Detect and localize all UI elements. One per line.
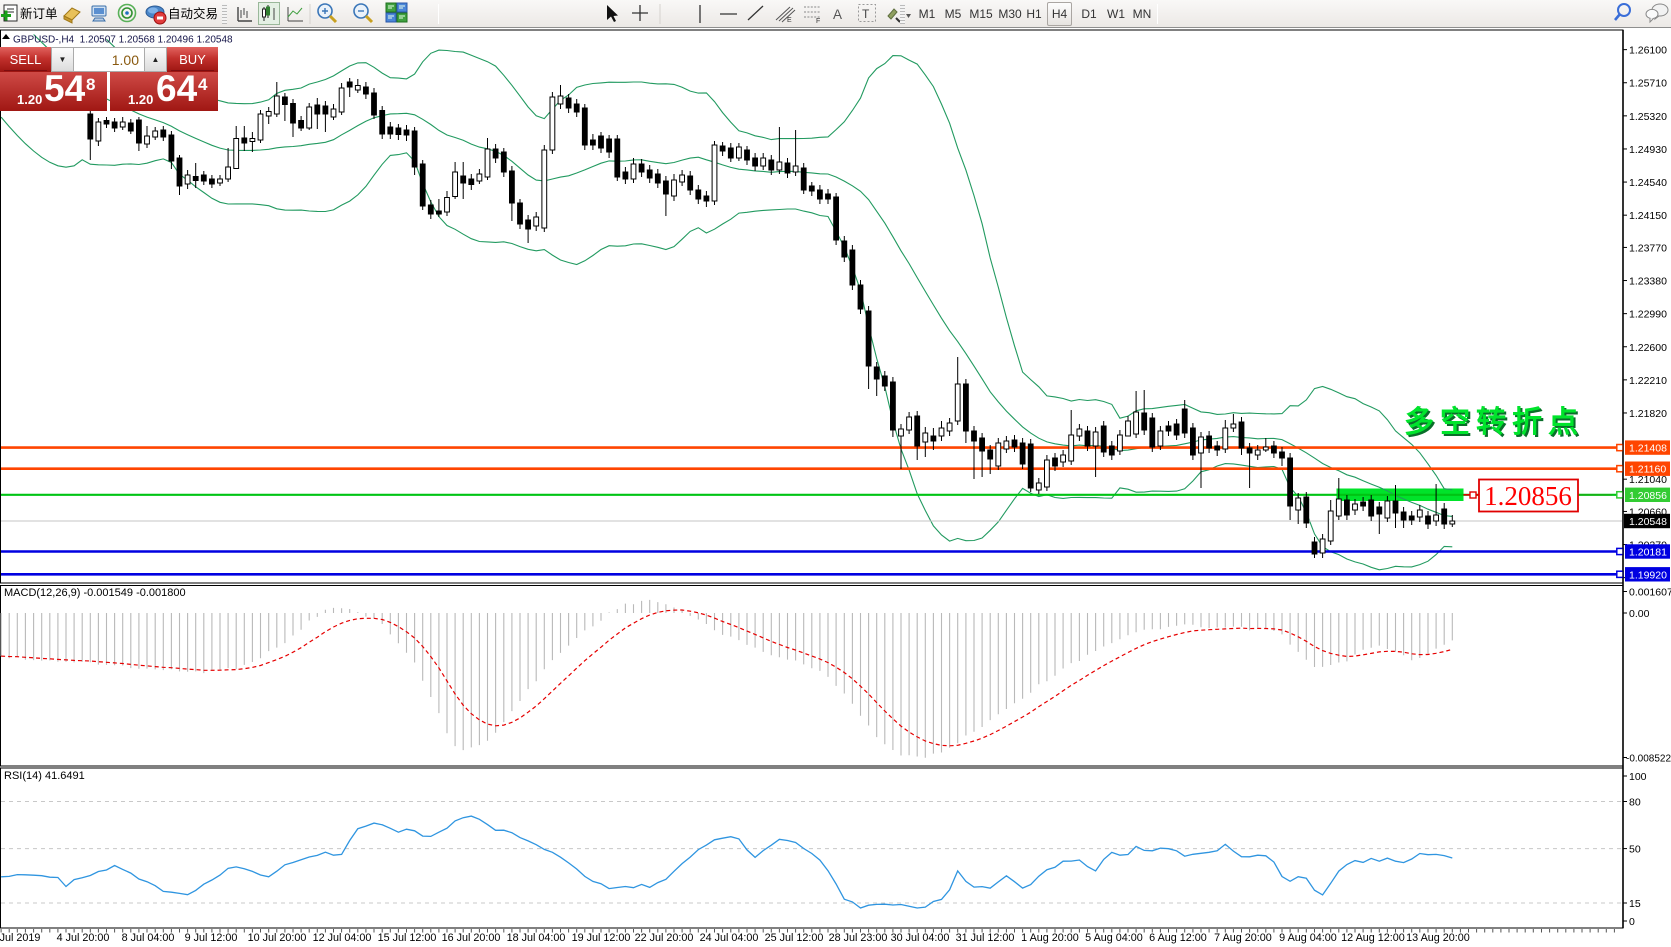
svg-text:1.21160: 1.21160 xyxy=(1629,464,1666,476)
svg-text:24 Jul 04:00: 24 Jul 04:00 xyxy=(700,932,759,944)
svg-text:1.21408: 1.21408 xyxy=(1629,443,1667,455)
svg-text:1.22210: 1.22210 xyxy=(1629,375,1667,387)
svg-text:1 Aug 20:00: 1 Aug 20:00 xyxy=(1021,932,1079,944)
svg-text:9 Jul 12:00: 9 Jul 12:00 xyxy=(185,932,238,944)
svg-text:1.20181: 1.20181 xyxy=(1629,547,1667,559)
svg-text:6 Aug 12:00: 6 Aug 12:00 xyxy=(1149,932,1207,944)
svg-text:50: 50 xyxy=(1629,844,1641,856)
svg-text:10 Jul 20:00: 10 Jul 20:00 xyxy=(248,932,307,944)
svg-text:RSI(14) 41.6491: RSI(14) 41.6491 xyxy=(4,770,85,782)
svg-text:1.19920: 1.19920 xyxy=(1629,569,1667,581)
svg-text:18 Jul 04:00: 18 Jul 04:00 xyxy=(507,932,566,944)
svg-text:1.24540: 1.24540 xyxy=(1629,177,1667,189)
svg-text:12 Aug 12:00: 12 Aug 12:00 xyxy=(1341,932,1405,944)
svg-text:A: A xyxy=(833,7,842,22)
svg-text:MACD(12,26,9) -0.001549 -0.001: MACD(12,26,9) -0.001549 -0.001800 xyxy=(4,587,186,599)
svg-text:31 Jul 12:00: 31 Jul 12:00 xyxy=(956,932,1015,944)
svg-text:30 Jul 04:00: 30 Jul 04:00 xyxy=(891,932,950,944)
svg-text:F: F xyxy=(816,18,820,25)
svg-text:8 Jul 04:00: 8 Jul 04:00 xyxy=(122,932,175,944)
svg-text:1.23380: 1.23380 xyxy=(1629,276,1667,288)
svg-text:13 Aug 20:00: 13 Aug 20:00 xyxy=(1406,932,1470,944)
svg-text:15 Jul 12:00: 15 Jul 12:00 xyxy=(378,932,437,944)
svg-text:1.21040: 1.21040 xyxy=(1629,474,1667,486)
svg-text:-0.008522: -0.008522 xyxy=(1626,754,1671,765)
svg-text:1.20856: 1.20856 xyxy=(1484,481,1572,511)
svg-text:GBPUSD-,H4 1.20507 1.20568 1.: GBPUSD-,H4 1.20507 1.20568 1.20496 1.205… xyxy=(13,35,233,46)
svg-text:80: 80 xyxy=(1629,797,1641,809)
svg-text:22 Jul 20:00: 22 Jul 20:00 xyxy=(635,932,694,944)
svg-text:0: 0 xyxy=(1629,916,1635,928)
svg-text:7 Aug 20:00: 7 Aug 20:00 xyxy=(1214,932,1272,944)
svg-text:1.20856: 1.20856 xyxy=(1629,490,1667,502)
svg-text:1.21820: 1.21820 xyxy=(1629,408,1667,420)
svg-text:1.25710: 1.25710 xyxy=(1629,78,1667,90)
svg-text:9 Aug 04:00: 9 Aug 04:00 xyxy=(1279,932,1337,944)
svg-text:12 Jul 04:00: 12 Jul 04:00 xyxy=(313,932,372,944)
svg-text:1.23770: 1.23770 xyxy=(1629,242,1667,254)
svg-text:0.001607: 0.001607 xyxy=(1629,587,1671,599)
svg-text:16 Jul 20:00: 16 Jul 20:00 xyxy=(442,932,501,944)
svg-text:1.26100: 1.26100 xyxy=(1629,45,1667,57)
svg-text:新订单: 新订单 xyxy=(20,6,58,21)
svg-text:多空转折点: 多空转折点 xyxy=(1404,406,1584,439)
svg-text:28 Jul 23:00: 28 Jul 23:00 xyxy=(829,932,888,944)
svg-text:15: 15 xyxy=(1629,898,1641,910)
svg-text:100: 100 xyxy=(1629,771,1647,783)
svg-text:T: T xyxy=(862,7,870,21)
svg-text:19 Jul 12:00: 19 Jul 12:00 xyxy=(572,932,631,944)
svg-text:1.22990: 1.22990 xyxy=(1629,309,1667,321)
svg-text:1.22600: 1.22600 xyxy=(1629,342,1667,354)
svg-text:1.25320: 1.25320 xyxy=(1629,111,1667,123)
svg-text:E: E xyxy=(787,17,792,24)
svg-text:Jul 2019: Jul 2019 xyxy=(0,932,40,944)
svg-text:1.24930: 1.24930 xyxy=(1629,144,1667,156)
svg-text:25 Jul 12:00: 25 Jul 12:00 xyxy=(765,932,824,944)
svg-text:1.20548: 1.20548 xyxy=(1629,516,1667,528)
svg-text:0.00: 0.00 xyxy=(1629,608,1650,620)
svg-text:自动交易: 自动交易 xyxy=(168,6,218,21)
svg-text:5 Aug 04:00: 5 Aug 04:00 xyxy=(1085,932,1143,944)
svg-text:4 Jul 20:00: 4 Jul 20:00 xyxy=(57,932,110,944)
svg-text:1.24150: 1.24150 xyxy=(1629,210,1667,222)
